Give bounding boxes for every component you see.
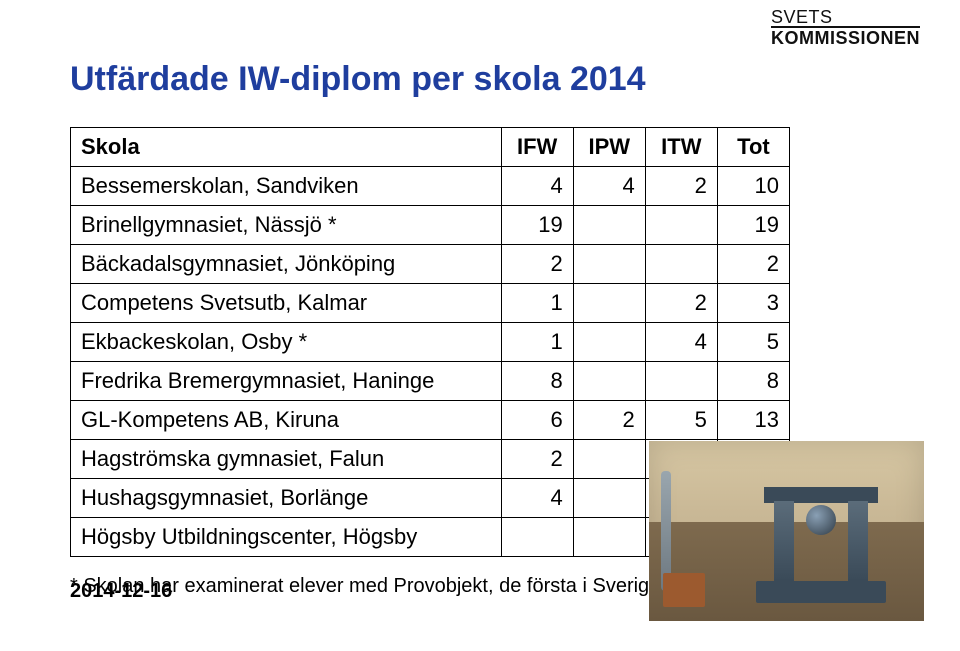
cell-school: Bessemerskolan, Sandviken <box>71 167 502 206</box>
cell-ifw: 4 <box>501 167 573 206</box>
table-row: Bessemerskolan, Sandviken44210 <box>71 167 790 206</box>
cell-ifw: 6 <box>501 401 573 440</box>
cell-itw <box>645 206 717 245</box>
cell-school: Fredrika Bremergymnasiet, Haninge <box>71 362 502 401</box>
cell-ipw: 4 <box>573 167 645 206</box>
cell-ipw <box>573 440 645 479</box>
cell-tot: 8 <box>717 362 789 401</box>
cell-school: GL-Kompetens AB, Kiruna <box>71 401 502 440</box>
cell-school: Bäckadalsgymnasiet, Jönköping <box>71 245 502 284</box>
cell-ifw <box>501 518 573 557</box>
cell-ipw <box>573 245 645 284</box>
cell-tot: 5 <box>717 323 789 362</box>
table-row: Brinellgymnasiet, Nässjö *1919 <box>71 206 790 245</box>
cell-ipw <box>573 362 645 401</box>
table-row: Fredrika Bremergymnasiet, Haninge88 <box>71 362 790 401</box>
table-row: Competens Svetsutb, Kalmar1 23 <box>71 284 790 323</box>
col-tot: Tot <box>717 128 789 167</box>
cell-ipw: 2 <box>573 401 645 440</box>
table-row: Ekbackeskolan, Osby *1 45 <box>71 323 790 362</box>
col-ipw: IPW <box>573 128 645 167</box>
col-itw: ITW <box>645 128 717 167</box>
cell-tot: 3 <box>717 284 789 323</box>
logo-line1: SVETS <box>771 8 920 26</box>
cell-ipw <box>573 206 645 245</box>
cell-school: Hagströmska gymnasiet, Falun <box>71 440 502 479</box>
cell-ipw <box>573 518 645 557</box>
cell-tot: 2 <box>717 245 789 284</box>
table-row: Bäckadalsgymnasiet, Jönköping22 <box>71 245 790 284</box>
cell-itw: 2 <box>645 284 717 323</box>
page-title: Utfärdade IW-diplom per skola 2014 <box>70 60 890 99</box>
cell-school: Högsby Utbildningscenter, Högsby <box>71 518 502 557</box>
col-skola: Skola <box>71 128 502 167</box>
slide-date: 2014-12-16 <box>70 580 172 603</box>
cell-school: Ekbackeskolan, Osby * <box>71 323 502 362</box>
cell-ipw <box>573 479 645 518</box>
cell-ifw: 4 <box>501 479 573 518</box>
cell-tot: 13 <box>717 401 789 440</box>
cell-ipw <box>573 284 645 323</box>
logo-line2: KOMMISSIONEN <box>771 26 920 47</box>
cell-ifw: 2 <box>501 245 573 284</box>
brand-logo: SVETS KOMMISSIONEN <box>771 8 920 47</box>
table-row: GL-Kompetens AB, Kiruna62513 <box>71 401 790 440</box>
table-header-row: Skola IFW IPW ITW Tot <box>71 128 790 167</box>
cell-itw: 5 <box>645 401 717 440</box>
cell-school: Competens Svetsutb, Kalmar <box>71 284 502 323</box>
cell-ifw: 1 <box>501 284 573 323</box>
cell-ipw <box>573 323 645 362</box>
cell-school: Hushagsgymnasiet, Borlänge <box>71 479 502 518</box>
cell-itw <box>645 245 717 284</box>
cell-tot: 10 <box>717 167 789 206</box>
cell-itw: 4 <box>645 323 717 362</box>
cell-tot: 19 <box>717 206 789 245</box>
cell-itw: 2 <box>645 167 717 206</box>
cell-ifw: 1 <box>501 323 573 362</box>
workshop-photo <box>649 441 924 621</box>
col-ifw: IFW <box>501 128 573 167</box>
cell-ifw: 19 <box>501 206 573 245</box>
cell-school: Brinellgymnasiet, Nässjö * <box>71 206 502 245</box>
cell-ifw: 2 <box>501 440 573 479</box>
cell-ifw: 8 <box>501 362 573 401</box>
cell-itw <box>645 362 717 401</box>
